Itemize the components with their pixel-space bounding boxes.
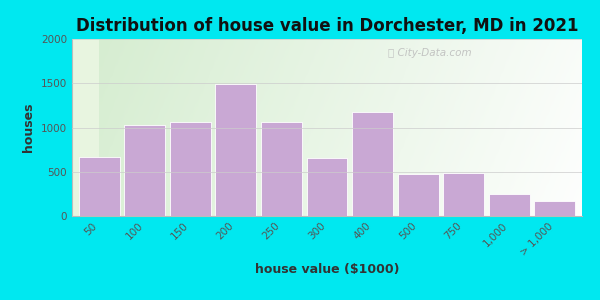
Bar — [307, 158, 347, 216]
Title: Distribution of house value in Dorchester, MD in 2021: Distribution of house value in Dorcheste… — [76, 17, 578, 35]
Bar — [261, 122, 302, 216]
Bar — [443, 172, 484, 216]
Bar — [170, 122, 211, 216]
Bar — [124, 125, 166, 216]
X-axis label: house value ($1000): house value ($1000) — [255, 263, 399, 276]
Bar — [215, 84, 256, 216]
Text: Ⓢ City-Data.com: Ⓢ City-Data.com — [388, 48, 472, 58]
Bar — [352, 112, 393, 216]
Bar — [398, 174, 439, 216]
Bar — [534, 201, 575, 216]
Y-axis label: houses: houses — [22, 103, 35, 152]
Bar — [79, 157, 120, 216]
Bar — [488, 194, 530, 216]
